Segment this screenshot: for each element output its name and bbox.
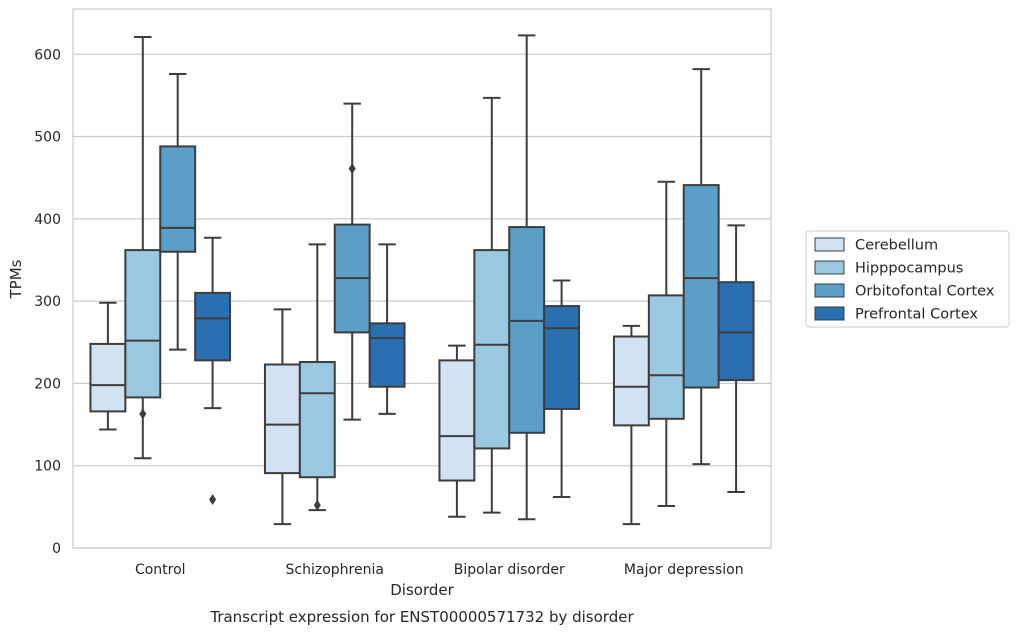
- box: [368, 322, 406, 388]
- box-group: [508, 34, 546, 521]
- box: [159, 145, 197, 253]
- y-tick-label: 400: [34, 212, 61, 228]
- y-tick-label: 200: [34, 376, 61, 392]
- outlier-marker: [348, 163, 356, 175]
- boxes-layer: [89, 34, 755, 526]
- box: [473, 249, 511, 450]
- box-group: [438, 344, 476, 518]
- box-group: [647, 180, 685, 508]
- y-tick-label: 500: [34, 130, 61, 146]
- box: [263, 363, 301, 475]
- legend-label: Hipppocampus: [855, 261, 963, 277]
- box: [647, 294, 685, 420]
- x-axis-title: Disorder: [390, 581, 454, 599]
- chart-caption: Transcript expression for ENST0000057173…: [209, 608, 634, 626]
- y-tick-label: 0: [52, 541, 61, 557]
- box-group: [263, 308, 301, 526]
- box: [543, 305, 581, 410]
- plot-frame: [72, 8, 772, 549]
- legend-label: Prefrontal Cortex: [855, 307, 978, 323]
- legend-swatch: [814, 260, 845, 275]
- box-group: [543, 279, 581, 498]
- box: [612, 335, 650, 427]
- legend-swatch: [814, 283, 845, 298]
- box-group: [368, 243, 406, 415]
- x-tick-label: Schizophrenia: [286, 562, 384, 578]
- box-group: [159, 73, 197, 351]
- x-tick-label: Control: [135, 562, 186, 578]
- x-tick-labels: Control Schizophrenia Bipolar disorder Majo…: [135, 562, 744, 578]
- x-tick-label: Major depression: [624, 562, 744, 578]
- box-group: [124, 35, 162, 460]
- box-group: [298, 243, 336, 512]
- box-group: [717, 224, 755, 494]
- y-tick-label: 600: [34, 47, 61, 63]
- box: [194, 291, 232, 362]
- legend-label: Orbitofontal Cortex: [855, 284, 995, 300]
- legend: Cerebellum Hipppocampus Orbitofontal Corte…: [805, 230, 1010, 328]
- outlier-marker: [313, 499, 321, 511]
- box-group: [333, 102, 371, 421]
- y-tick-labels: 0 100 200 300 400 500 600: [34, 47, 61, 557]
- outlier-marker: [209, 493, 217, 505]
- box: [682, 184, 720, 389]
- outlier-marker: [139, 408, 147, 420]
- legend-swatch: [814, 306, 845, 321]
- x-tick-label: Bipolar disorder: [454, 562, 565, 578]
- box: [717, 281, 755, 382]
- plot-background: [73, 9, 771, 548]
- box: [89, 342, 127, 413]
- box-group: [194, 236, 232, 505]
- y-axis-title: TPMs: [7, 259, 25, 299]
- box: [298, 361, 336, 479]
- box-group: [612, 324, 650, 526]
- box: [438, 359, 476, 482]
- y-tick-label: 100: [34, 459, 61, 475]
- legend-frame: [805, 230, 1010, 328]
- y-tick-label: 300: [34, 294, 61, 310]
- box-group: [682, 68, 720, 466]
- box: [124, 249, 162, 399]
- legend-label: Cerebellum: [855, 238, 938, 254]
- box: [508, 226, 546, 434]
- legend-swatch: [814, 237, 845, 252]
